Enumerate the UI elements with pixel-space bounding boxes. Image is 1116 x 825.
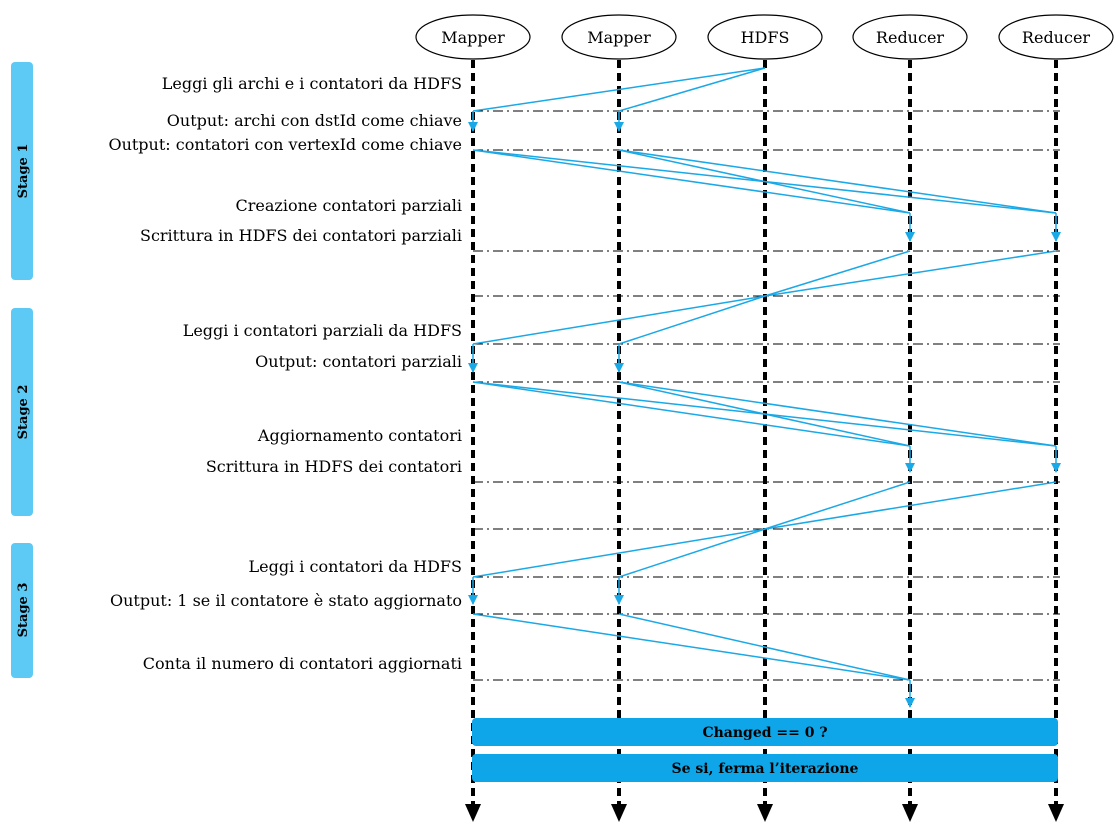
step-label: Output: contatori parziali (255, 352, 462, 371)
stage-tabs: Stage 1 Stage 2 Stage 3 (11, 62, 33, 678)
message-arrow (618, 149, 1057, 214)
message-arrow (472, 149, 911, 214)
message-arrow (472, 67, 766, 112)
actor-label: HDFS (741, 28, 790, 47)
message-arrow (472, 528, 766, 578)
message-arrow (764, 250, 1057, 297)
lifeline-arrowheads (465, 804, 1064, 822)
actor-label: Mapper (587, 28, 651, 47)
actor-reducer-2: Reducer (998, 14, 1114, 60)
step-label: Creazione contatori parziali (236, 196, 462, 215)
message-arrow (764, 250, 911, 297)
message-arrow (618, 381, 911, 447)
message-arrow (618, 381, 1057, 447)
actor-label: Reducer (1022, 28, 1090, 47)
stage-label: Stage 1 (16, 144, 31, 199)
stage-tab-2: Stage 2 (11, 308, 33, 516)
actor-label: Mapper (441, 28, 505, 47)
decision-bars: Changed == 0 ? Se si, ferma l’iterazione (472, 718, 1058, 782)
stage-tab-1: Stage 1 (11, 62, 33, 280)
step-label: Leggi i contatori da HDFS (249, 557, 462, 576)
step-label: Output: 1 se il contatore è stato aggior… (110, 591, 462, 610)
step-label: Aggiornamento contatori (257, 426, 462, 445)
message-arrow (618, 528, 766, 578)
stage-label: Stage 2 (16, 385, 31, 440)
actor-mapper-1: Mapper (415, 14, 531, 60)
arrowhead-mapper-2 (611, 804, 627, 822)
message-arrow (472, 381, 911, 447)
step-label: Scrittura in HDFS dei contatori parziali (140, 226, 462, 245)
message-arrow (618, 149, 911, 214)
actor-reducer-1: Reducer (852, 14, 968, 60)
step-labels: Leggi gli archi e i contatori da HDFS Ou… (108, 74, 462, 673)
message-arrow (764, 481, 1057, 530)
stop-iteration-bar: Se si, ferma l’iterazione (472, 754, 1058, 782)
message-arrow (472, 613, 911, 681)
lifelines (471, 60, 1058, 807)
bar-label: Se si, ferma l’iterazione (672, 761, 859, 777)
arrowhead-hdfs (757, 804, 773, 822)
step-label: Output: contatori con vertexId come chia… (108, 135, 462, 154)
arrowhead-reducer-2 (1048, 804, 1064, 822)
step-label: Conta il numero di contatori aggiornati (143, 654, 462, 673)
actor-mapper-2: Mapper (561, 14, 677, 60)
stage-tab-3: Stage 3 (11, 543, 33, 678)
step-label: Leggi i contatori parziali da HDFS (183, 321, 462, 340)
message-arrow (618, 613, 911, 681)
message-arrow (618, 295, 766, 345)
step-label: Scrittura in HDFS dei contatori (206, 457, 462, 476)
step-label: Leggi gli archi e i contatori da HDFS (162, 74, 462, 93)
separators (473, 110, 1060, 681)
changed-check-bar: Changed == 0 ? (472, 718, 1058, 746)
message-arrow (618, 67, 766, 112)
actor-hdfs: HDFS (707, 14, 823, 60)
stage-label: Stage 3 (16, 583, 31, 638)
actor-label: Reducer (876, 28, 944, 47)
bar-label: Changed == 0 ? (702, 725, 827, 741)
arrowhead-reducer-1 (902, 804, 918, 822)
message-arrow (764, 481, 911, 530)
messages (468, 67, 1061, 708)
arrowhead-mapper-1 (465, 804, 481, 822)
step-label: Output: archi con dstId come chiave (167, 111, 462, 130)
message-arrow (472, 295, 766, 345)
actors: Mapper Mapper HDFS Reducer Reducer (415, 14, 1114, 60)
